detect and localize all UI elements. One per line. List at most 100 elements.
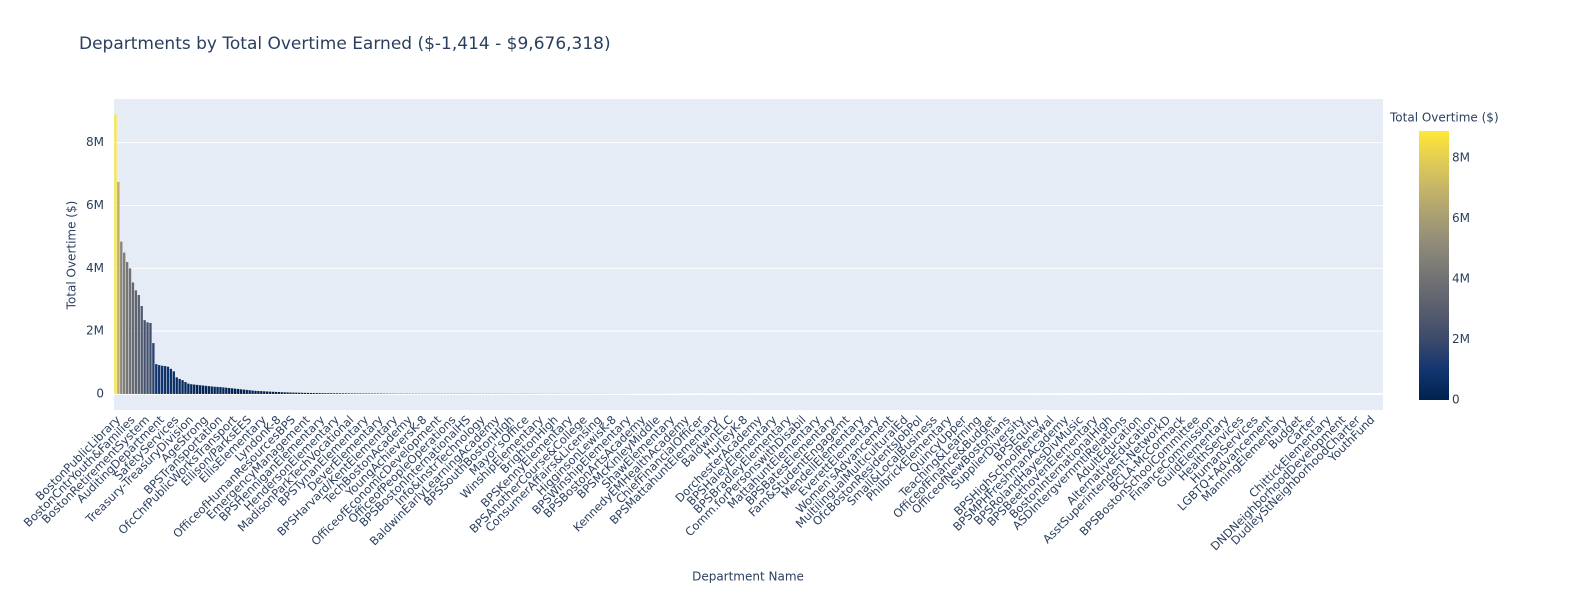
y-tick-label: 2M <box>86 324 104 338</box>
bar <box>198 385 202 394</box>
bar <box>219 387 222 394</box>
bar <box>277 392 280 394</box>
bar <box>222 387 225 394</box>
bar <box>318 393 321 394</box>
bar <box>210 386 213 394</box>
bar <box>341 393 345 394</box>
bar <box>257 390 260 394</box>
bar <box>280 392 283 394</box>
bar <box>236 388 240 394</box>
bar <box>140 306 143 394</box>
bar <box>359 393 362 394</box>
bar <box>230 388 234 394</box>
bar <box>128 268 132 394</box>
bar <box>216 386 219 394</box>
bar <box>265 391 269 394</box>
bar <box>201 385 205 394</box>
bar <box>125 262 129 394</box>
bar <box>353 393 356 394</box>
bar <box>344 393 348 394</box>
bar <box>146 322 149 394</box>
bar <box>242 389 245 394</box>
bar <box>169 368 173 394</box>
bar <box>213 386 216 394</box>
bar <box>187 383 190 394</box>
bar <box>233 388 237 394</box>
bar <box>324 393 327 394</box>
y-tick-label: 6M <box>86 198 104 212</box>
bar <box>155 364 158 394</box>
colorbar <box>1419 131 1449 400</box>
plot-background <box>114 99 1383 410</box>
bar <box>175 377 178 394</box>
bar <box>158 365 161 394</box>
bar <box>327 393 330 394</box>
y-tick-label: 0 <box>96 386 104 400</box>
x-axis-title: Department Name <box>692 570 804 584</box>
bar <box>289 392 292 394</box>
bar <box>134 290 138 394</box>
bar <box>300 392 304 394</box>
bar <box>248 390 251 394</box>
bar <box>239 389 243 394</box>
bar <box>321 393 324 394</box>
y-tick-label: 4M <box>86 261 104 275</box>
bar <box>114 114 117 394</box>
y-tick-label: 8M <box>86 135 104 149</box>
bar <box>254 390 257 394</box>
bar <box>204 385 208 394</box>
bar <box>347 393 351 394</box>
bar <box>263 391 266 394</box>
bar <box>207 386 210 394</box>
bar <box>137 295 140 394</box>
bar <box>251 390 254 394</box>
bar <box>160 365 164 394</box>
bar <box>330 393 333 394</box>
bar <box>306 392 310 394</box>
bar <box>350 393 353 394</box>
bar <box>178 378 181 394</box>
bar <box>172 371 175 394</box>
bar <box>356 393 359 394</box>
bar <box>292 392 295 394</box>
bar <box>309 392 313 394</box>
bar <box>312 393 315 394</box>
bar <box>193 384 196 394</box>
colorbar-tick-label: 8M <box>1452 151 1470 165</box>
bar <box>190 384 193 394</box>
bar <box>315 393 318 394</box>
bar <box>271 391 275 394</box>
bar <box>143 320 146 394</box>
bar <box>295 392 298 394</box>
bar <box>338 393 342 394</box>
bar <box>131 282 135 394</box>
bar <box>283 392 286 394</box>
bar <box>333 393 336 394</box>
bar <box>120 241 123 394</box>
colorbar-tick-label: 4M <box>1452 272 1470 286</box>
bar <box>149 322 152 394</box>
bar <box>245 389 248 394</box>
colorbar-tick-label: 6M <box>1452 211 1470 225</box>
bar <box>228 388 231 394</box>
bar <box>336 393 339 394</box>
bar <box>163 366 167 394</box>
bar <box>117 181 120 394</box>
bar <box>181 380 184 394</box>
bar <box>268 391 272 394</box>
bar <box>274 391 278 394</box>
colorbar-title: Total Overtime ($) <box>1389 111 1499 125</box>
bar <box>303 392 307 394</box>
bar <box>152 343 155 394</box>
bar <box>286 392 289 394</box>
bar <box>166 366 170 394</box>
bar <box>225 387 228 394</box>
chart-title: Departments by Total Overtime Earned ($-… <box>79 34 611 54</box>
bar <box>184 382 187 394</box>
bar <box>195 384 199 394</box>
colorbar-tick-label: 2M <box>1452 332 1470 346</box>
bar <box>362 393 365 394</box>
bar <box>123 252 126 394</box>
